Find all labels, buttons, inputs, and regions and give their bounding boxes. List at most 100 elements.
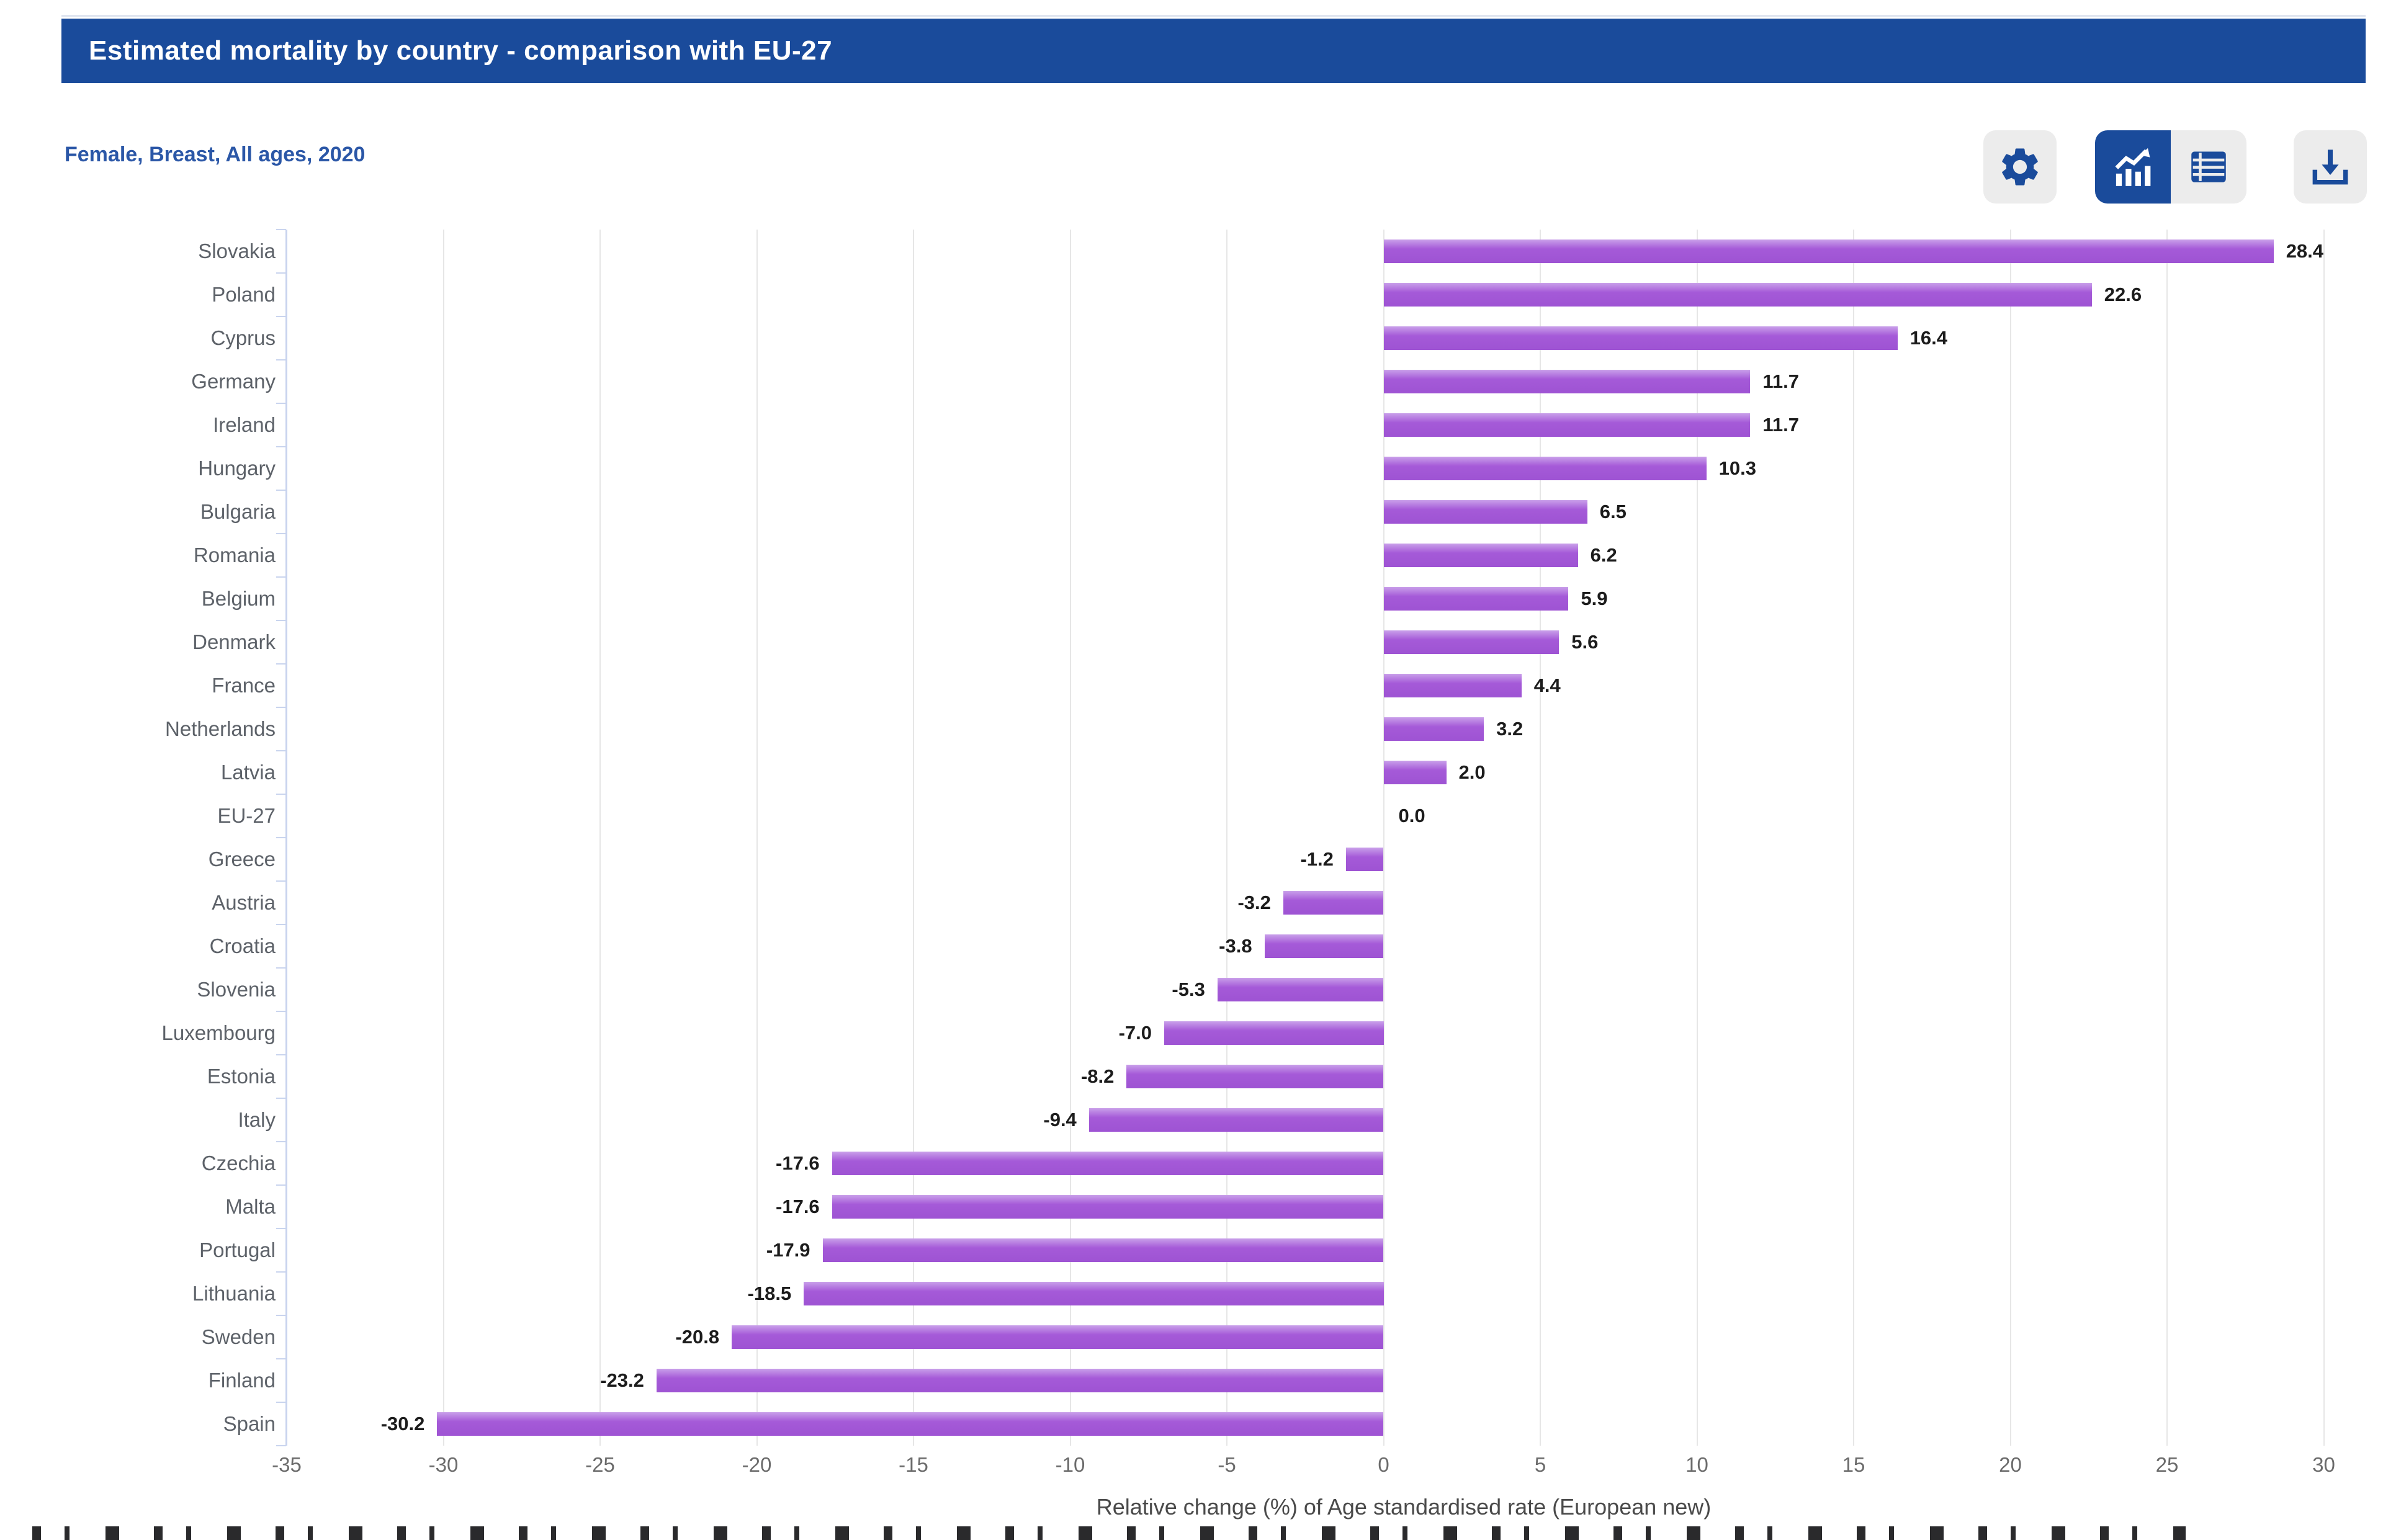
x-tick-label: -10 xyxy=(1055,1453,1085,1476)
bar[interactable] xyxy=(1383,240,2274,263)
value-label: -18.5 xyxy=(747,1283,792,1304)
bar[interactable] xyxy=(1264,934,1384,958)
gear-icon xyxy=(1997,144,2043,190)
category-label: EU-27 xyxy=(217,804,276,827)
bar[interactable] xyxy=(1345,848,1384,871)
value-label: 11.7 xyxy=(1762,370,1799,392)
value-label: -17.9 xyxy=(766,1239,810,1261)
gridline xyxy=(913,230,914,1446)
top-divider xyxy=(61,15,2366,17)
category-label: Latvia xyxy=(220,761,276,784)
category-tick xyxy=(276,272,286,274)
clipped-bottom-text-strip xyxy=(32,1526,2186,1540)
bar[interactable] xyxy=(1283,891,1384,915)
value-label: -20.8 xyxy=(675,1326,720,1348)
category-label: Slovakia xyxy=(198,240,276,262)
bar[interactable] xyxy=(732,1325,1384,1349)
category-tick xyxy=(276,1271,286,1273)
bar[interactable] xyxy=(1164,1021,1384,1045)
gridline xyxy=(2323,230,2325,1446)
bar[interactable] xyxy=(1383,717,1484,741)
gridline xyxy=(1226,230,1227,1446)
gridline xyxy=(1540,230,1541,1446)
category-label: Croatia xyxy=(209,934,276,957)
value-label: -7.0 xyxy=(1118,1022,1152,1044)
category-tick xyxy=(276,359,286,360)
x-tick-label: 15 xyxy=(1842,1453,1865,1476)
value-label: -3.2 xyxy=(1237,892,1271,913)
value-label: -30.2 xyxy=(380,1413,425,1435)
category-label: Ireland xyxy=(213,413,276,436)
category-tick xyxy=(276,533,286,534)
bar[interactable] xyxy=(1383,283,2092,307)
x-axis-title: Relative change (%) of Age standardised … xyxy=(1096,1494,1712,1520)
bar[interactable] xyxy=(1383,370,1751,393)
value-label: -23.2 xyxy=(600,1369,644,1391)
category-tick xyxy=(276,576,286,578)
bar[interactable] xyxy=(1383,630,1559,654)
category-label: Malta xyxy=(225,1195,276,1218)
settings-button[interactable] xyxy=(1983,130,2057,204)
gridline xyxy=(599,230,601,1446)
x-tick-label: -20 xyxy=(742,1453,772,1476)
bar[interactable] xyxy=(656,1369,1384,1392)
bar[interactable] xyxy=(1383,457,1707,480)
gridline xyxy=(442,230,444,1446)
x-tick-label: 20 xyxy=(1999,1453,2022,1476)
bar[interactable] xyxy=(1383,761,1447,784)
value-label: 22.6 xyxy=(2104,284,2142,305)
value-label: -8.2 xyxy=(1080,1065,1115,1087)
chart-view-toggle[interactable] xyxy=(2095,130,2171,204)
bar[interactable] xyxy=(832,1152,1384,1175)
category-tick xyxy=(276,446,286,447)
x-tick-label: 25 xyxy=(2155,1453,2179,1476)
category-label: Romania xyxy=(193,544,276,566)
x-tick-label: -25 xyxy=(585,1453,615,1476)
category-tick xyxy=(276,229,286,230)
bar[interactable] xyxy=(1383,587,1569,611)
category-label: Italy xyxy=(238,1108,276,1131)
bar[interactable] xyxy=(437,1412,1384,1436)
bar[interactable] xyxy=(1126,1065,1384,1088)
bar[interactable] xyxy=(1383,413,1751,437)
category-tick xyxy=(276,403,286,404)
value-label: 28.4 xyxy=(2286,240,2324,262)
category-label: Lithuania xyxy=(192,1282,276,1305)
bar[interactable] xyxy=(1383,674,1522,697)
bar[interactable] xyxy=(1217,978,1384,1001)
category-label: Portugal xyxy=(199,1238,276,1261)
table-view-toggle[interactable] xyxy=(2171,130,2246,204)
download-button[interactable] xyxy=(2294,130,2367,204)
value-label: -5.3 xyxy=(1172,978,1205,1000)
category-tick xyxy=(276,663,286,665)
value-label: 5.9 xyxy=(1581,588,1608,609)
bar[interactable] xyxy=(1383,500,1587,524)
category-label: Netherlands xyxy=(165,717,276,740)
value-label: 11.7 xyxy=(1762,414,1799,436)
bar[interactable] xyxy=(1383,326,1898,350)
chart-subtitle: Female, Breast, All ages, 2020 xyxy=(65,143,366,166)
category-tick xyxy=(276,1054,286,1055)
x-tick-label: 10 xyxy=(1685,1453,1708,1476)
category-tick xyxy=(276,1228,286,1229)
bar[interactable] xyxy=(822,1238,1384,1262)
bar[interactable] xyxy=(1088,1108,1384,1132)
category-tick xyxy=(276,750,286,751)
category-tick xyxy=(276,1011,286,1012)
bar[interactable] xyxy=(1383,544,1578,567)
category-label: Germany xyxy=(191,370,276,393)
category-tick xyxy=(276,880,286,882)
category-tick xyxy=(276,1098,286,1099)
gridline xyxy=(756,230,758,1446)
value-label: -1.2 xyxy=(1300,848,1334,870)
category-label: Sweden xyxy=(201,1325,276,1348)
x-tick-label: 0 xyxy=(1378,1453,1389,1476)
bar[interactable] xyxy=(832,1195,1384,1219)
category-tick xyxy=(276,1184,286,1186)
value-label: 0.0 xyxy=(1398,805,1425,826)
gridline xyxy=(1696,230,1698,1446)
category-tick xyxy=(276,707,286,708)
value-label: 4.4 xyxy=(1533,674,1561,696)
bar[interactable] xyxy=(804,1282,1384,1305)
